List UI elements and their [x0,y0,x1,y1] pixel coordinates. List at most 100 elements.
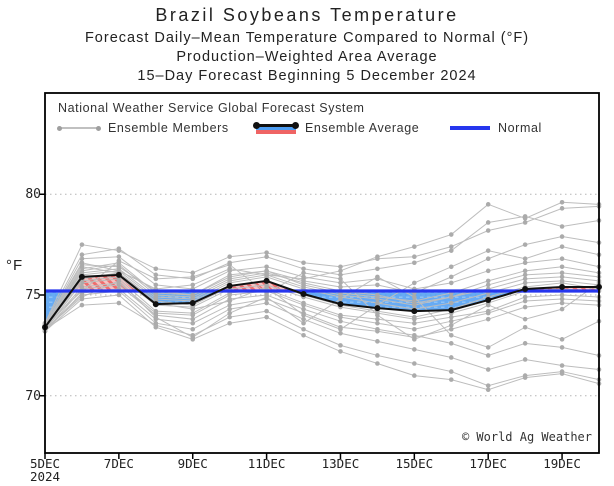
ensemble-member-dot [559,270,565,276]
ensemble-member-dot [522,242,528,247]
ensemble-member-dot [559,206,565,211]
ensemble-member-dot [301,270,306,276]
ensemble-member-dot [522,294,528,300]
ensemble-member-dot [559,300,565,306]
ensemble-member-dot [448,244,454,249]
ensemble-member-dot [264,254,269,260]
chart-title: Brazil Soybeans Temperature [155,5,459,25]
ensemble-member-line-15 [44,294,600,391]
ensemble-member-dot [412,347,417,352]
ensemble-member-dot [153,266,159,272]
ensemble-member-dot [448,264,454,270]
ensemble-member-line-19 [44,246,600,330]
ensemble-member-dot [448,318,454,324]
ensemble-average-dot [485,297,492,304]
ensemble-member-dot [301,302,306,308]
ensemble-member-dot [448,248,454,253]
ensemble-member-dot [301,320,306,326]
ensemble-member-line-12 [44,290,600,371]
ensemble-member-dot [412,244,417,249]
ensemble-member-dot [338,264,343,270]
ensemble-member-dot [116,300,122,306]
ensemble-member-dot [375,296,380,302]
ensemble-member-dot [227,278,232,284]
ensemble-member-dot [264,314,269,320]
ensemble-member-dot [301,326,306,332]
ensemble-member-dot [412,373,417,378]
ensemble-member-dot [485,220,491,225]
ensemble-member-line-5 [44,205,600,324]
ensemble-member-line-14 [44,201,600,326]
ensemble-member-dot [190,292,196,298]
ensemble-average-dot [226,282,233,289]
ensemble-member-dot [559,306,565,312]
ensemble-member-dot [264,268,269,274]
ensemble-member-dot [301,306,306,312]
ensemble-member-dot [522,324,528,330]
ensemble-member-dot [375,320,380,326]
ensemble-member-dot [559,363,565,368]
ensemble-member-dot [522,268,528,274]
ensemble-member-dot [79,252,85,257]
ensemble-member-dot [301,276,306,282]
ensemble-member-dot [485,383,491,388]
ensemble-member-line-6 [44,302,600,387]
ensemble-member-dot [375,326,380,332]
ensemble-member-dot [79,294,85,300]
ensemble-member-dot [485,316,491,322]
ensemble-member-dot [522,316,528,322]
ensemble-member-dot [522,220,528,225]
ensemble-member-dot [79,284,85,290]
ensemble-member-dot [559,234,565,239]
ensemble-member-dot [338,326,343,332]
ensemble-member-dot [522,280,528,286]
ensemble-member-dot [338,268,343,274]
ensemble-member-dot [153,282,159,288]
ensemble-member-dot [116,266,122,272]
ensemble-member-dot [448,314,454,320]
ensemble-member-dot [448,232,454,237]
ensemble-average-dot [300,290,307,297]
ensemble-average-dot [337,301,344,308]
ensemble-member-dot [190,274,196,280]
ensemble-member-dot [559,224,565,229]
ensemble-member-dot [448,369,454,374]
ensemble-member-dot [338,343,343,348]
ensemble-member-dot [264,308,269,314]
ensemble-member-dot [227,306,232,312]
ensemble-member-dot [485,345,491,350]
ensemble-member-dot [522,298,528,304]
ensemble-member-dot [522,375,528,380]
ensemble-member-dot [448,280,454,286]
ensemble-member-dot [485,248,491,253]
ensemble-member-dot [485,256,491,262]
ensemble-member-dot [559,296,565,302]
ensemble-member-dot [190,335,196,340]
ensemble-member-line-13 [44,262,600,328]
ensemble-member-dot [485,353,491,358]
ensemble-member-dot [559,337,565,342]
ensemble-member-dot [227,254,232,260]
ensemble-member-dot [264,250,269,255]
ensemble-member-dot [153,294,159,300]
ensemble-member-dot [264,264,269,270]
ensemble-member-dot [448,377,454,382]
ensemble-member-dot [338,272,343,278]
ensemble-member-dot [227,314,232,320]
ensemble-member-dot [559,274,565,280]
ensemble-member-dot [338,284,343,290]
ensemble-member-dot [116,258,122,264]
ensemble-member-dot [485,268,491,274]
chart-subtitle-3: 15–Day Forecast Beginning 5 December 202… [137,68,477,84]
ensemble-average-dot [448,307,455,314]
ensemble-member-dot [448,326,454,332]
ensemble-member-dot [375,339,380,344]
ensemble-member-dot [412,333,417,338]
ensemble-member-dot [375,274,380,280]
ensemble-member-dot [522,276,528,282]
ensemble-member-dot [116,292,122,298]
ensemble-member-dot [338,296,343,302]
ensemble-member-dot [190,282,196,288]
